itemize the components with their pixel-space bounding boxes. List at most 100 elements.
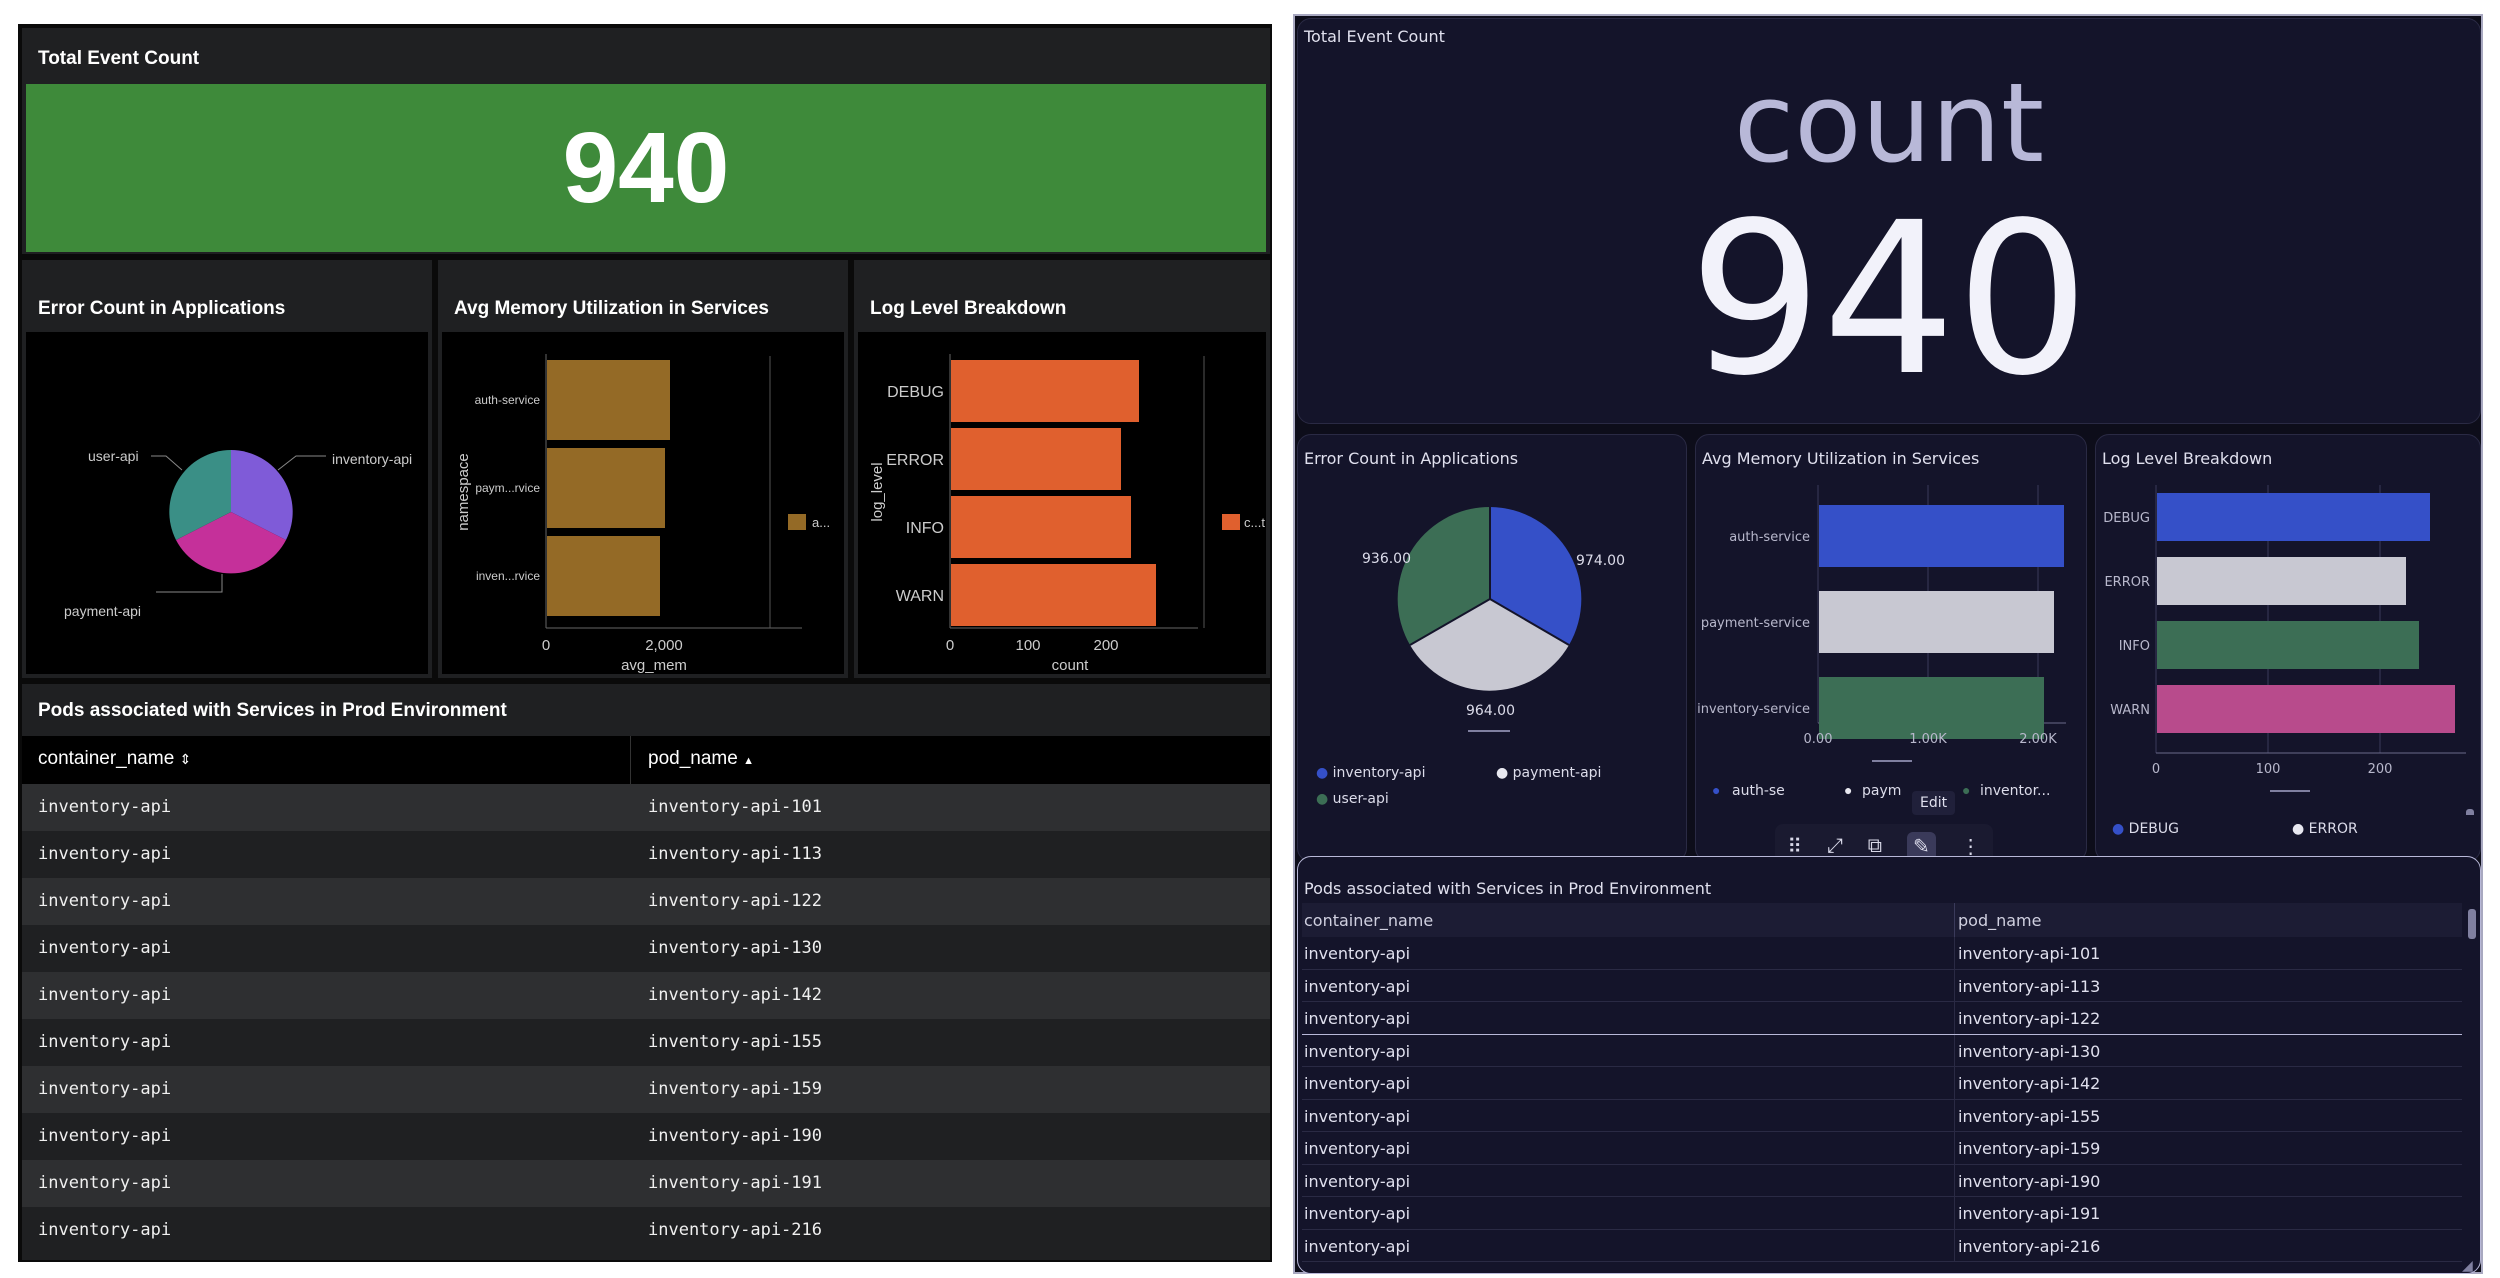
table-row[interactable]: inventory-api inventory-api-142 xyxy=(22,972,1270,1019)
column-header-container-name[interactable]: container_name xyxy=(1304,911,1434,930)
legend-scrollbar[interactable] xyxy=(2466,809,2474,815)
legend-item[interactable]: ● DEBUG xyxy=(2112,821,2179,837)
pods-table-panel: Pods associated with Services in Prod En… xyxy=(22,684,1270,1260)
table-row[interactable]: inventory-api inventory-api-155 xyxy=(22,1019,1270,1066)
bar-info[interactable] xyxy=(951,496,1131,558)
cell-container-name: inventory-api xyxy=(1304,1074,1411,1093)
panel-title: Total Event Count xyxy=(38,48,200,69)
bar-error[interactable] xyxy=(2157,557,2406,605)
bar-debug[interactable] xyxy=(2157,493,2430,541)
table-row[interactable]: inventory-api inventory-api-122 xyxy=(22,878,1270,925)
table-row[interactable]: inventory-api inventory-api-130 xyxy=(22,925,1270,972)
table-row[interactable]: inventory-api inventory-api-101 xyxy=(1302,937,2462,970)
table-row[interactable]: inventory-api inventory-api-155 xyxy=(1302,1099,2462,1132)
column-header-pod-name[interactable]: pod_name ▲ xyxy=(648,748,754,769)
table-body: inventory-api inventory-api-101 inventory-… xyxy=(1302,937,2462,1263)
tick-label: 200 xyxy=(2368,762,2393,777)
cell-container-name: inventory-api xyxy=(1304,1041,1411,1061)
legend-item[interactable]: ● payment-api xyxy=(1496,765,1602,781)
cell-pod-name: inventory-api-216 xyxy=(648,1220,822,1240)
edit-icon[interactable]: ✎ xyxy=(1906,831,1936,861)
bar-auth-service[interactable] xyxy=(1819,505,2064,567)
table-row[interactable]: inventory-api inventory-api-122 xyxy=(1302,1002,2462,1035)
pie-slice-inventory-api[interactable] xyxy=(1490,507,1582,645)
table-row[interactable]: inventory-api inventory-api-142 xyxy=(1302,1067,2462,1100)
cell-container-name: inventory-api xyxy=(38,985,172,1005)
avg-memory-panel: Avg Memory Utilization in Services auth-… xyxy=(438,260,848,678)
category-label: DEBUG xyxy=(887,384,944,401)
sort-icon[interactable]: ▲ xyxy=(743,755,754,767)
x-axis-label: avg_mem xyxy=(621,657,687,674)
panel-title: Log Level Breakdown xyxy=(870,298,1067,319)
cell-container-name: inventory-api xyxy=(1304,1171,1411,1191)
bar-info[interactable] xyxy=(2157,621,2419,669)
table-row[interactable]: inventory-api inventory-api-190 xyxy=(1302,1164,2462,1197)
drag-handle-icon[interactable]: ⠿ xyxy=(1787,835,1803,858)
pie-slice-user-api[interactable] xyxy=(1397,506,1490,645)
bar-warn[interactable] xyxy=(951,564,1156,626)
pie-slice-inventory-api[interactable] xyxy=(231,450,293,540)
table-row[interactable]: inventory-api inventory-api-113 xyxy=(1302,969,2462,1002)
table-row[interactable]: inventory-api inventory-api-101 xyxy=(22,784,1270,831)
pie-label: 974.00 xyxy=(1576,553,1625,569)
table-row[interactable]: inventory-api inventory-api-216 xyxy=(1302,1229,2462,1262)
legend-label[interactable]: inventor... xyxy=(1980,783,2050,799)
cell-pod-name: inventory-api-216 xyxy=(1958,1236,2101,1256)
legend-item[interactable]: ● user-api xyxy=(1316,791,1389,807)
table-row[interactable]: inventory-api inventory-api-113 xyxy=(22,831,1270,878)
column-header-pod-name[interactable]: pod_name xyxy=(1958,911,2042,930)
cell-container-name: inventory-api xyxy=(38,844,172,864)
sort-icon[interactable]: ⇕ xyxy=(179,751,192,767)
duplicate-icon[interactable]: ⧉ xyxy=(1867,834,1883,857)
cell-pod-name: inventory-api-159 xyxy=(1958,1139,2101,1158)
legend-label[interactable]: paym xyxy=(1862,783,1901,799)
cell-pod-name: inventory-api-142 xyxy=(1958,1074,2101,1093)
bar-error[interactable] xyxy=(951,428,1121,490)
table-row[interactable]: inventory-api inventory-api-159 xyxy=(22,1066,1270,1113)
legend-swatch xyxy=(1222,514,1240,530)
table-row[interactable]: inventory-api inventory-api-130 xyxy=(1302,1034,2462,1067)
bar-debug[interactable] xyxy=(951,360,1139,422)
pie-slice-payment-api[interactable] xyxy=(176,512,286,574)
bar-payment-service[interactable] xyxy=(1819,591,2054,653)
bar-inventory-service[interactable] xyxy=(1819,677,2044,739)
table-row[interactable]: inventory-api inventory-api-191 xyxy=(22,1160,1270,1207)
table-row[interactable]: inventory-api inventory-api-190 xyxy=(22,1113,1270,1160)
pie-chart: 974.00 964.00 936.00 xyxy=(1362,506,1625,732)
cell-pod-name: inventory-api-130 xyxy=(1958,1041,2101,1061)
cell-container-name: inventory-api xyxy=(1304,976,1411,996)
expand-icon[interactable]: ⤢ xyxy=(1826,834,1843,857)
panel-title: Error Count in Applications xyxy=(38,298,286,319)
pie-slice-user-api[interactable] xyxy=(169,450,231,540)
error-count-panel: Error Count in Applications user-api inv… xyxy=(22,260,432,678)
legend-item[interactable]: ● ERROR xyxy=(2292,821,2358,837)
cell-pod-name: inventory-api-130 xyxy=(648,938,822,958)
log-bar-chart: DEBUG ERROR INFO WARN 0 100 200 xyxy=(2103,485,2474,815)
table-row[interactable]: inventory-api inventory-api-216 xyxy=(22,1207,1270,1254)
resize-handle-icon[interactable]: ◢ xyxy=(2462,1257,2473,1273)
bar-auth-service[interactable] xyxy=(547,360,670,440)
table-row[interactable]: inventory-api inventory-api-191 xyxy=(1302,1197,2462,1230)
legend-label[interactable]: auth-se xyxy=(1732,783,1785,799)
table-row[interactable]: inventory-api inventory-api-159 xyxy=(1302,1132,2462,1165)
error-count-panel: Error Count in Applications 974.00 964.0… xyxy=(1297,434,1687,862)
table-scrollbar[interactable] xyxy=(2468,909,2476,939)
x-axis-label: count xyxy=(1052,657,1090,674)
legend-item[interactable]: ● inventory-api xyxy=(1316,765,1426,781)
log-bar-chart: DEBUG ERROR INFO WARN 0 100 200 count lo… xyxy=(858,332,1266,674)
more-icon[interactable]: ⋮ xyxy=(1960,835,1981,858)
bar-warn[interactable] xyxy=(2157,685,2455,733)
panel-title: Total Event Count xyxy=(1304,27,1445,46)
pie-label: 964.00 xyxy=(1466,703,1515,719)
bar-payment-service[interactable] xyxy=(547,448,665,528)
column-header-container-name[interactable]: container_name ⇕ xyxy=(38,748,192,769)
cell-pod-name: inventory-api-113 xyxy=(1958,976,2101,996)
tick-label: 0.00 xyxy=(1804,732,1833,747)
metric-label: count xyxy=(1733,59,2045,187)
tick-label: 1.00K xyxy=(1909,732,1947,747)
bar-inventory-service[interactable] xyxy=(547,536,660,616)
cell-pod-name: inventory-api-101 xyxy=(648,797,822,817)
category-label: inventory-service xyxy=(1697,702,1810,717)
pie-label-payment-api: payment-api xyxy=(64,603,141,619)
cell-pod-name: inventory-api-190 xyxy=(648,1126,822,1146)
